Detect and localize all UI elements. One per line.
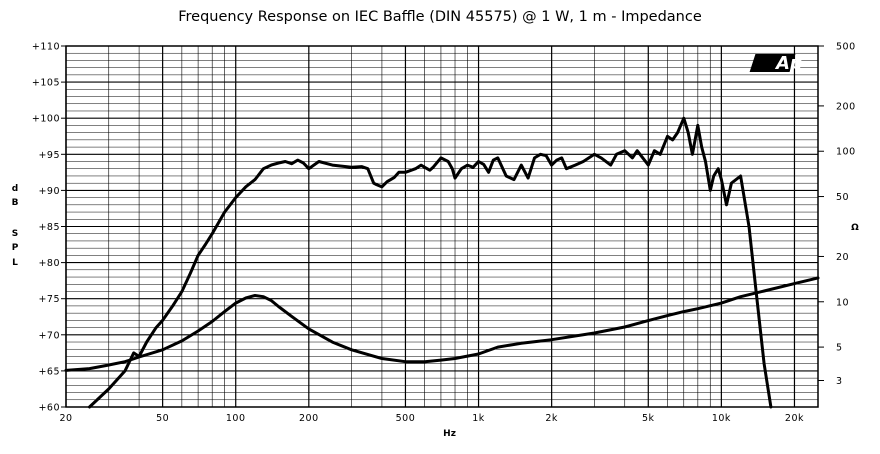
y-left-tick-label: +95 <box>38 150 60 161</box>
y-left-label-letter: S <box>12 229 18 239</box>
x-tick-label: 2k <box>545 413 558 424</box>
y-left-tick-label: +85 <box>38 222 60 233</box>
y-right-tick-label: 200 <box>836 101 856 112</box>
y-left-tick-label: +65 <box>38 366 60 377</box>
y-left-label-letter: B <box>12 198 19 208</box>
y-right-tick-label: 500 <box>836 42 856 53</box>
x-tick-label: 100 <box>226 413 246 424</box>
y-left-label-letter: L <box>12 258 18 268</box>
impedance-curve <box>64 276 820 372</box>
y-right-tick-label: 100 <box>836 147 856 158</box>
y-left-tick-label: +70 <box>38 330 60 341</box>
x-tick-label: 20 <box>59 413 72 424</box>
y-left-tick-label: +110 <box>32 42 60 53</box>
ap-logo: Ap <box>749 53 803 74</box>
y-left-tick-label: +80 <box>38 258 60 269</box>
x-tick-label: 10k <box>712 413 731 424</box>
series-lines <box>64 116 820 409</box>
y-left-tick-label: +60 <box>38 403 60 414</box>
plot-frame <box>65 45 819 408</box>
axis-labels: Hz dB SPL Ω <box>12 184 860 439</box>
x-tick-label: 1k <box>472 413 485 424</box>
y-left-label-letter: d <box>12 184 18 194</box>
y-right-tick-label: 10 <box>836 297 849 308</box>
y-right-tick-label: 20 <box>836 252 849 263</box>
y-left-tick-label: +105 <box>32 78 60 89</box>
y-right-tick-label: 5 <box>836 343 843 354</box>
logo-badge <box>749 54 796 72</box>
x-tick-label: 5k <box>642 413 655 424</box>
x-tick-label: 200 <box>299 413 319 424</box>
logo-text: Ap <box>774 53 803 74</box>
y-right-tick-label: 3 <box>836 376 843 387</box>
chart-title: Frequency Response on IEC Baffle (DIN 45… <box>178 9 702 25</box>
x-tick-label: 20k <box>785 413 804 424</box>
y-left-label-letter: P <box>12 243 19 253</box>
grid <box>61 45 824 408</box>
y-right-tick-labels: 500 200 100 50 20 10 5 3 <box>836 42 856 387</box>
x-tick-label: 500 <box>396 413 416 424</box>
y-left-tick-label: +90 <box>38 186 60 197</box>
y-right-label: Ω <box>851 223 859 233</box>
y-left-tick-label: +75 <box>38 294 60 305</box>
x-axis-label: Hz <box>443 429 456 439</box>
x-tick-labels: 20 50 100 200 500 1k 2k 5k 10k 20k <box>59 413 804 424</box>
y-left-tick-label: +100 <box>32 114 60 125</box>
spl-curve <box>88 116 773 409</box>
y-left-tick-labels: +110 +105 +100 +95 +90 +85 +80 +75 +70 +65 +60 <box>32 42 60 414</box>
y-right-tick-label: 50 <box>836 192 849 203</box>
x-tick-label: 50 <box>156 413 169 424</box>
